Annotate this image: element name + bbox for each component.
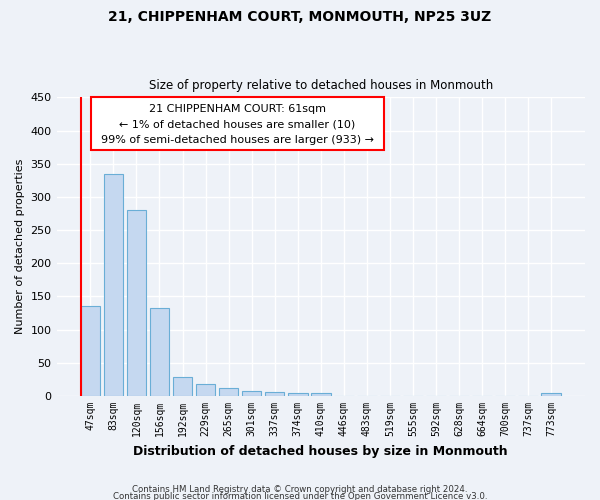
Y-axis label: Number of detached properties: Number of detached properties: [15, 159, 25, 334]
Text: Contains public sector information licensed under the Open Government Licence v3: Contains public sector information licen…: [113, 492, 487, 500]
Text: Contains HM Land Registry data © Crown copyright and database right 2024.: Contains HM Land Registry data © Crown c…: [132, 485, 468, 494]
Bar: [149, 308, 169, 396]
Bar: [541, 392, 561, 396]
FancyBboxPatch shape: [91, 98, 384, 150]
Bar: [80, 306, 100, 396]
Bar: [219, 388, 238, 396]
Bar: [242, 392, 262, 396]
Bar: [196, 384, 215, 396]
Bar: [311, 394, 331, 396]
Text: 21 CHIPPENHAM COURT: 61sqm: 21 CHIPPENHAM COURT: 61sqm: [149, 104, 326, 114]
Text: 21, CHIPPENHAM COURT, MONMOUTH, NP25 3UZ: 21, CHIPPENHAM COURT, MONMOUTH, NP25 3UZ: [109, 10, 491, 24]
X-axis label: Distribution of detached houses by size in Monmouth: Distribution of detached houses by size …: [133, 444, 508, 458]
Text: 99% of semi-detached houses are larger (933) →: 99% of semi-detached houses are larger (…: [101, 135, 374, 145]
Bar: [265, 392, 284, 396]
Bar: [173, 378, 193, 396]
Title: Size of property relative to detached houses in Monmouth: Size of property relative to detached ho…: [149, 79, 493, 92]
Bar: [104, 174, 123, 396]
Bar: [288, 392, 308, 396]
Text: ← 1% of detached houses are smaller (10): ← 1% of detached houses are smaller (10): [119, 120, 356, 130]
Bar: [127, 210, 146, 396]
